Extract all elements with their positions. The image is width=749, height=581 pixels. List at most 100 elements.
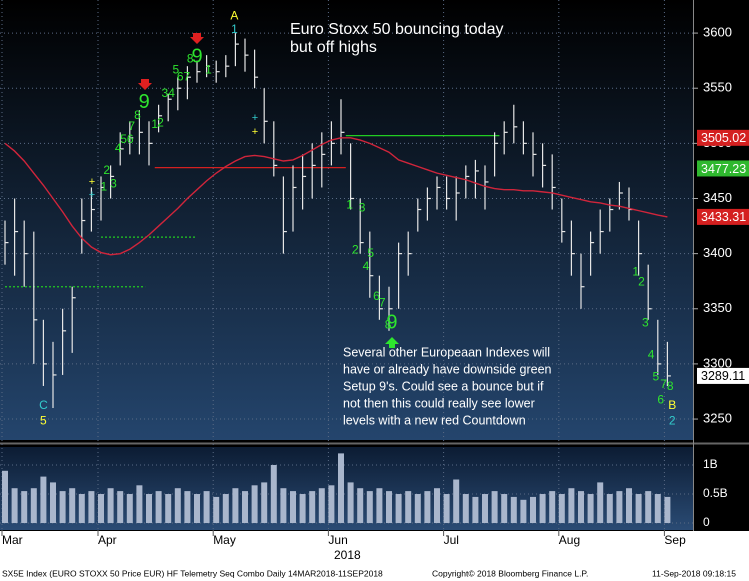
x-tick-label: Jul [444,533,459,547]
volume-bar [558,494,565,524]
volume-bar [338,453,344,524]
grid-layer [0,0,693,530]
volume-bar [635,494,642,524]
annotation: A [230,9,238,23]
volume-bar [69,488,76,524]
annotation: 8 [667,379,674,393]
annotation: 8 [385,317,392,331]
annotation: 5 [173,63,180,77]
volume-bar [462,494,469,524]
volume-bar [405,491,412,524]
x-tick-label: Mar [2,533,23,547]
annotation: 3 [110,176,117,190]
volume-bar [654,494,661,524]
annotation: 2 [103,163,110,177]
volume-bar [184,491,191,524]
plus-marker: + [89,176,95,188]
annotation: 2 [352,242,359,256]
volume-bar [40,476,47,524]
volume-bar [510,496,517,524]
volume-bar [395,494,402,524]
plus-marker: + [252,112,258,124]
annotation: 34 [162,86,176,100]
annotation: 9 [386,311,397,333]
price-label: 3433.31 [701,210,746,224]
volume-bar [280,488,287,524]
volume-bar [155,491,162,524]
sell-arrow [138,79,152,90]
annotation: 5 [367,246,374,260]
volume-bar [242,491,248,524]
volume-bar [472,496,479,524]
annotation: 2 [157,116,164,130]
volume-bar [482,494,488,524]
volume-bar [328,485,335,524]
volume-bar [549,491,556,524]
moving-average [4,137,668,256]
annotation: 5 [653,369,660,383]
volume-bar [453,479,460,524]
volume-bar [357,488,364,524]
volume-bar [2,470,8,524]
comment-line: have or already have downside green [343,362,552,376]
volume-bar [117,491,124,524]
volume-bar [194,494,200,524]
volume-bar [21,491,28,524]
volume-bar [347,482,354,524]
volume-bar [366,491,373,524]
sell-arrow [190,33,204,44]
volume-bar [376,488,383,524]
annotation: 67 [177,69,191,83]
volume-bar [309,491,316,524]
x-tick-label: Apr [98,533,117,547]
volume-bar [88,491,95,524]
volume-bar [501,494,508,524]
y-tick-label: 3350 [703,300,732,315]
volume-bar [126,494,133,524]
x-tick-label: Jun [328,533,347,547]
volume-bar [443,494,450,524]
comment-line: Several other Europeaan Indexes will [343,345,550,359]
annotation: C [39,398,48,412]
volume-bar [136,485,143,524]
annotation: B [668,398,676,412]
annotation: 1 [346,197,353,211]
x-tick-label: Aug [559,533,580,547]
volume-bar [11,488,18,524]
footer-area [0,531,749,581]
y-tick-label: 3550 [703,80,732,95]
annotation: 3 [642,315,649,329]
volume-bar [98,494,104,524]
volume-tick-label: 1B [703,457,718,471]
volume-tick-label: 0.5B [703,486,728,500]
volume-bar [270,464,277,524]
annotation: 1 [101,180,108,194]
comment-line: not then this could really see lower [343,396,535,410]
volume-bar [424,491,431,524]
plus-marker: + [89,189,95,201]
price-label-box [697,208,749,225]
volume-bar [213,496,220,524]
annotation: 4 [363,259,370,273]
buy-arrow [385,337,399,348]
volume-bar [616,491,623,524]
volume-bar [664,496,671,524]
volume-bar [232,488,239,524]
annotation: 4 [648,347,655,361]
footer-center: Copyright© 2018 Bloomberg Finance L.P. [432,568,588,578]
comment-line: levels with a new red Countdown [343,413,526,427]
price-label-box [697,160,749,177]
volume-bar [222,494,229,524]
comment-line: Setup 9's. Could see a bounce but if [343,379,544,393]
volume-bar [318,488,325,524]
price-label-box [697,367,749,384]
annotation: 8 [134,108,141,122]
price-label-box [697,129,749,146]
volume-bar [30,488,37,524]
annotation: 9 [191,46,202,68]
annotation: 8 [187,52,194,66]
volume-bar [578,491,584,524]
annotation: 7 [379,295,386,309]
price-label: 3477.23 [701,162,746,176]
annotation: 1 [151,117,158,131]
